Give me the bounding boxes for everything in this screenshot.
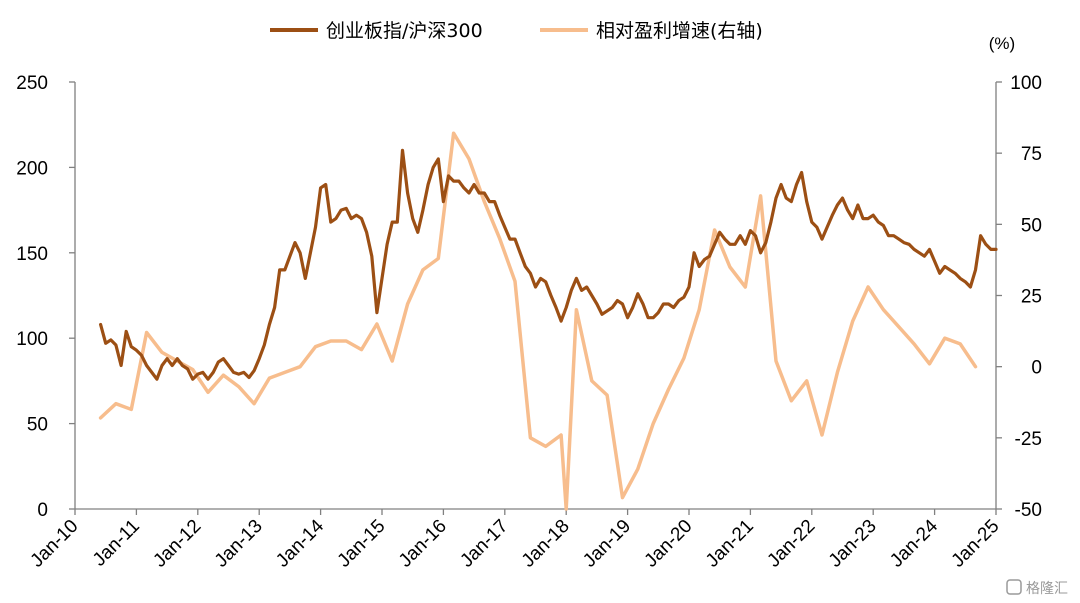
x-tick-label: Jan-17 xyxy=(456,516,512,572)
left-tick-label: 100 xyxy=(16,329,48,350)
x-tick-label: Jan-22 xyxy=(763,516,819,572)
x-tick-label: Jan-16 xyxy=(395,516,451,572)
x-tick-label: Jan-18 xyxy=(518,516,574,572)
left-axis-ticks: 0 50 100 150 200 250 xyxy=(16,73,75,521)
watermark-text: 格隆汇 xyxy=(1026,581,1068,597)
right-tick-label: 25 xyxy=(1021,287,1042,308)
legend: 创业板指/沪深300 相对盈利增速(右轴) xyxy=(270,20,763,42)
left-tick-label: 0 xyxy=(37,500,48,521)
legend-label-ratio: 创业板指/沪深300 xyxy=(326,20,483,42)
right-tick-label: 100 xyxy=(1010,73,1042,94)
right-tick-label: 0 xyxy=(1031,358,1042,379)
left-tick-label: 150 xyxy=(16,244,48,265)
x-tick-label: Jan-12 xyxy=(149,516,205,572)
right-axis-ticks: -50 -25 0 25 50 75 100 xyxy=(996,73,1042,521)
x-tick-label: Jan-11 xyxy=(89,516,144,571)
x-tick-label: Jan-25 xyxy=(948,516,1004,572)
right-tick-label: 50 xyxy=(1021,215,1042,236)
x-tick-label: Jan-20 xyxy=(641,516,697,572)
x-tick-label: Jan-19 xyxy=(579,516,635,572)
left-tick-label: 200 xyxy=(16,158,48,179)
right-axis-unit: (%) xyxy=(989,34,1015,53)
x-tick-label: Jan-10 xyxy=(27,516,83,572)
watermark: 格隆汇 xyxy=(1006,579,1068,597)
watermark-logo-icon xyxy=(1006,579,1022,595)
x-tick-label: Jan-24 xyxy=(886,515,942,571)
right-tick-label: -50 xyxy=(1015,500,1042,521)
x-tick-label: Jan-14 xyxy=(272,515,328,571)
x-tick-label: Jan-21 xyxy=(702,516,758,572)
right-tick-label: -25 xyxy=(1015,429,1042,450)
series-line-ratio xyxy=(99,148,998,381)
x-axis-ticks: Jan-10 Jan-11 Jan-12 Jan-13 Jan-14 Jan-15 Jan-… xyxy=(27,509,1004,572)
series-line-earnings xyxy=(98,131,978,511)
x-tick-label: Jan-15 xyxy=(334,516,390,572)
x-tick-label: Jan-23 xyxy=(825,516,881,572)
legend-label-earnings: 相对盈利增速(右轴) xyxy=(596,20,763,42)
x-tick-label: Jan-13 xyxy=(211,516,267,572)
right-tick-label: 75 xyxy=(1021,144,1042,165)
left-tick-label: 50 xyxy=(27,415,48,436)
series-layer xyxy=(98,131,998,511)
left-tick-label: 250 xyxy=(16,73,48,94)
